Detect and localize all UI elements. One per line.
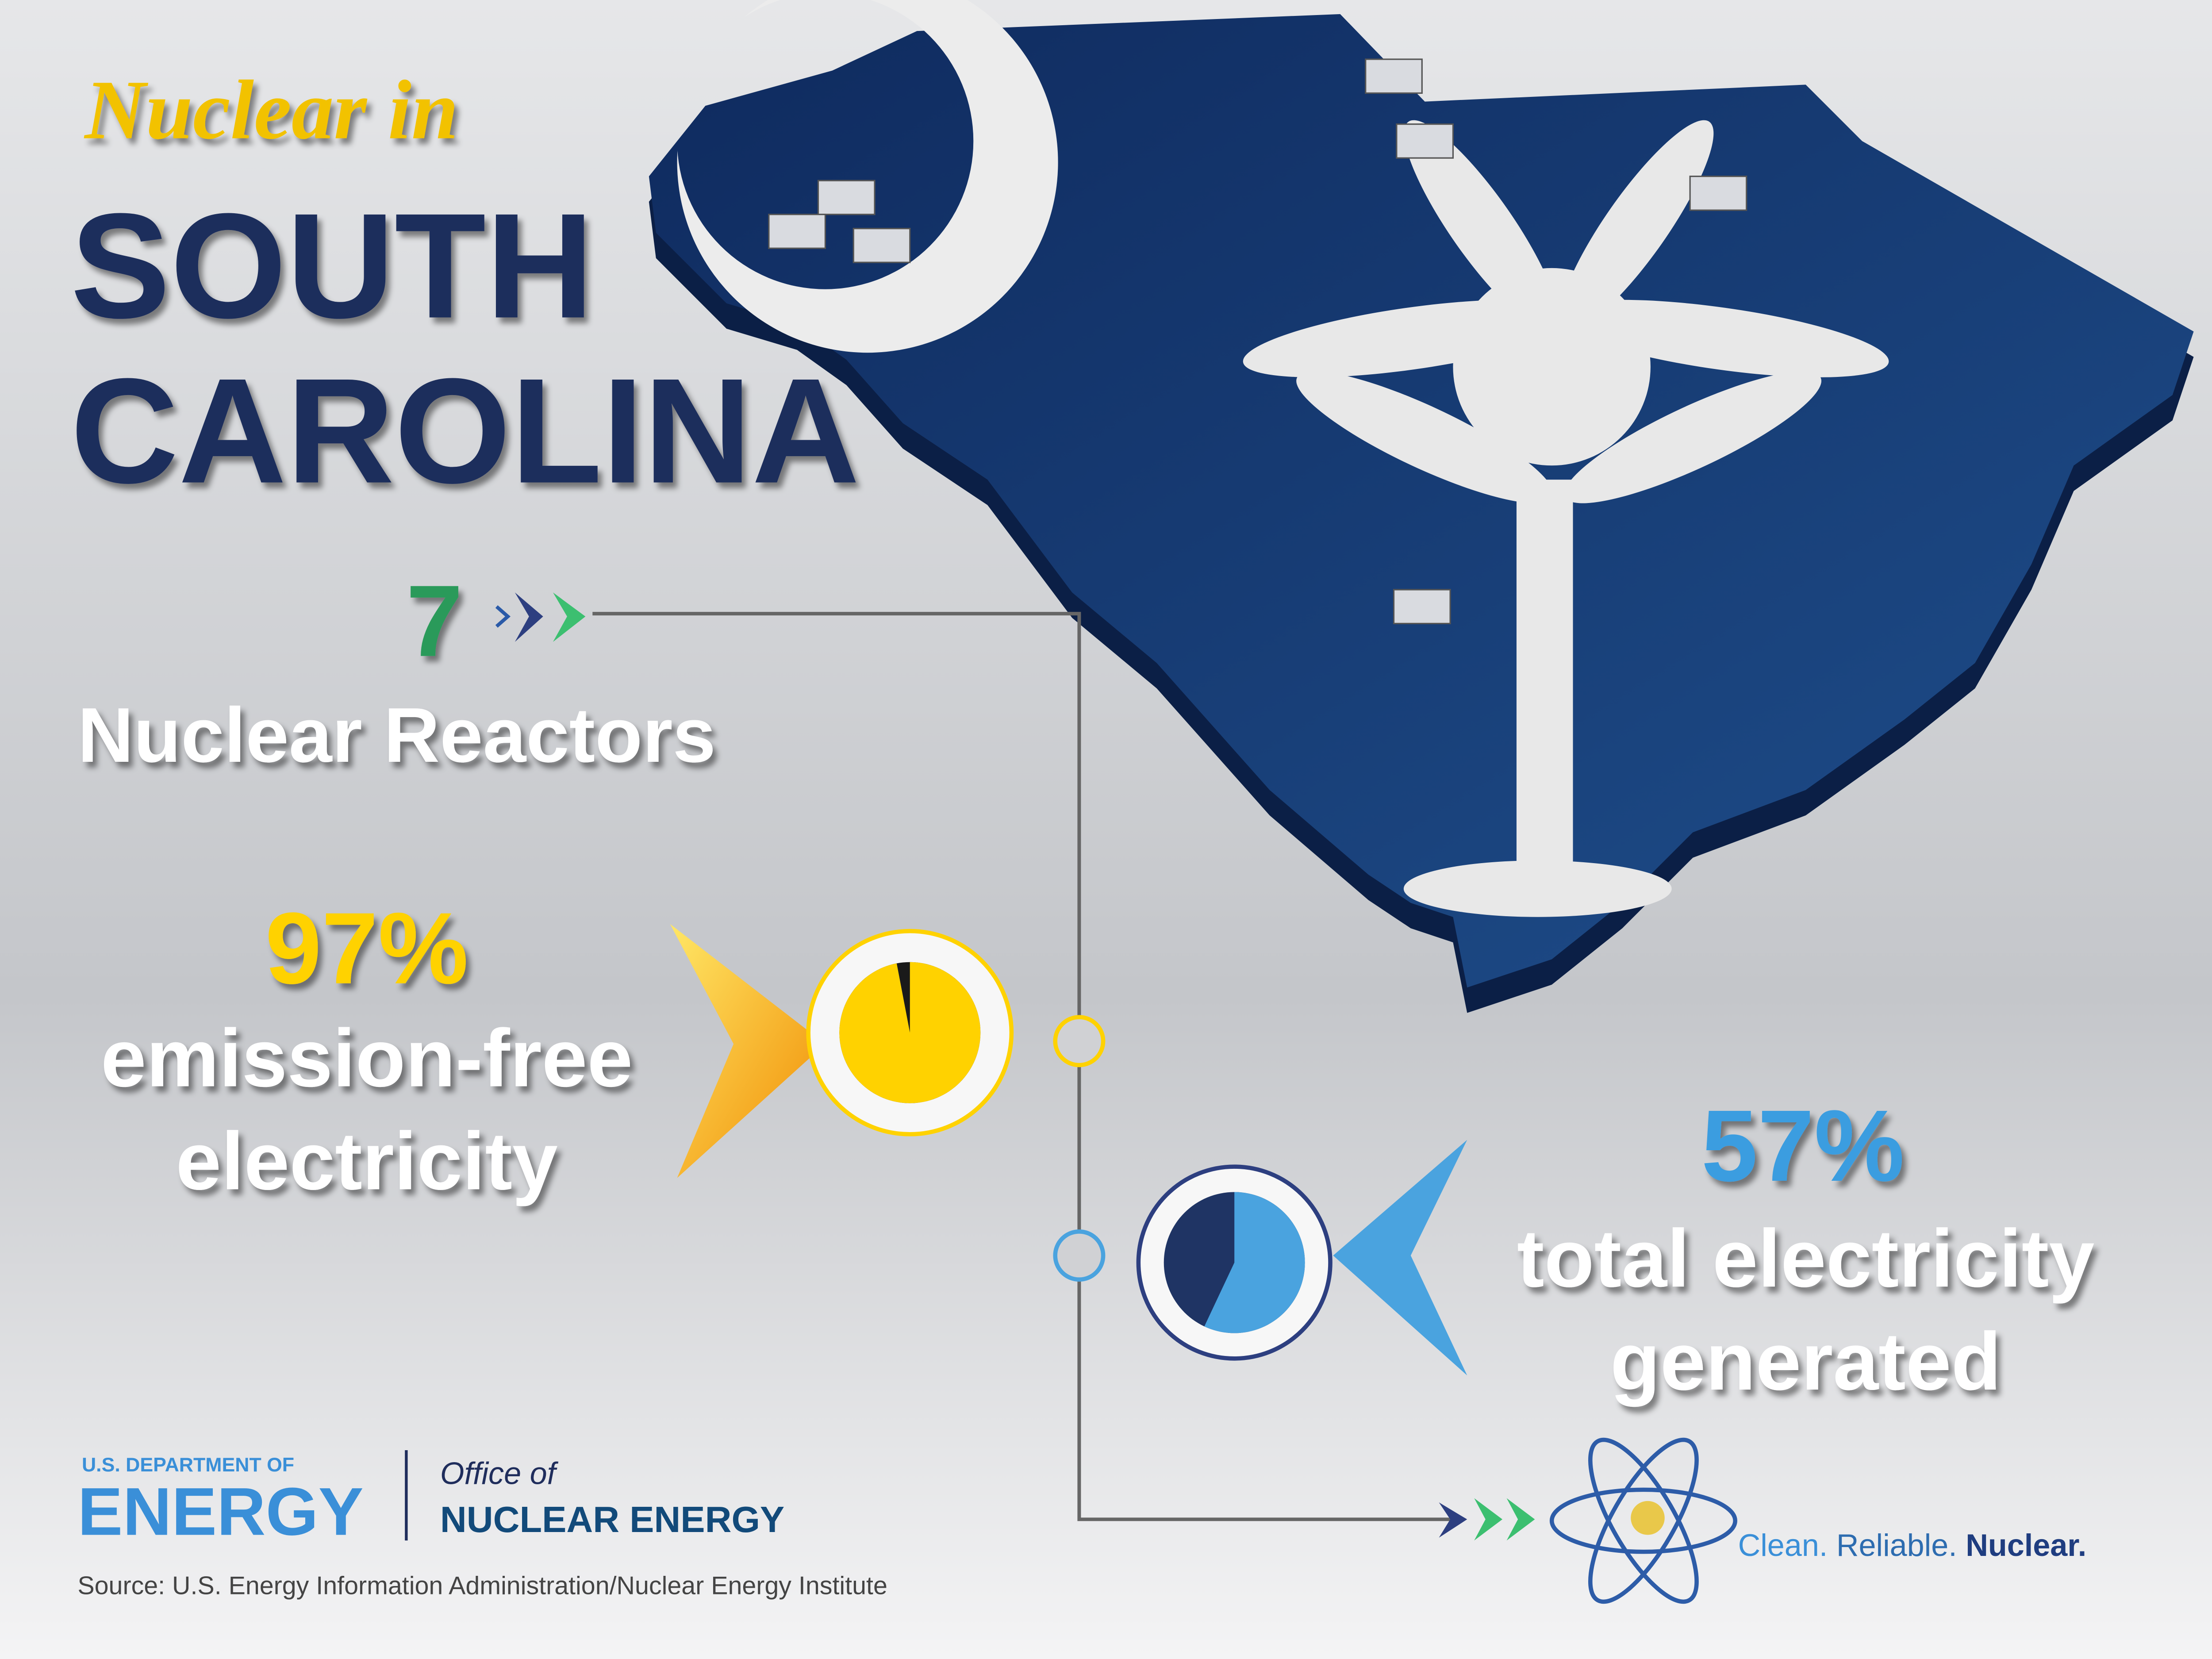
arrow [670, 924, 826, 1178]
stat-text: emission-free [101, 1013, 633, 1104]
pie-slice [839, 962, 981, 1103]
title: CAROLINA [70, 347, 860, 515]
title: SOUTH [70, 182, 594, 349]
stat-value: 97% [265, 891, 469, 1005]
stat-text: Nuclear Reactors [77, 692, 716, 779]
stat-text: generated [1610, 1316, 2001, 1407]
agency-top: U.S. DEPARTMENT OF [82, 1454, 294, 1476]
office: NUCLEAR ENERGY [440, 1499, 784, 1540]
state-map [649, 0, 2194, 1013]
pie-chart [1136, 1164, 1333, 1361]
arrow [1333, 1140, 1467, 1376]
tagline-word: Clean. [1738, 1528, 1828, 1563]
pie-slice [1204, 1192, 1305, 1333]
agency: ENERGY [77, 1474, 363, 1549]
kicker: Nuclear in [84, 64, 458, 157]
stat-text: total electricity [1517, 1213, 2094, 1304]
atom-logo [1549, 1437, 1737, 1604]
stat-value: 57% [1701, 1089, 1905, 1202]
tagline-word: Nuclear. [1966, 1528, 2086, 1563]
reactor-icons [768, 58, 1747, 625]
tagline: Clean. Reliable. Nuclear. [1738, 1528, 2087, 1563]
tagline-word: Reliable. [1836, 1528, 1957, 1563]
office-top: Office of [440, 1456, 559, 1491]
stat-value: 7 [406, 564, 463, 678]
stat-text: electricity [176, 1116, 558, 1207]
connectors [495, 592, 1535, 1541]
source: Source: U.S. Energy Information Administ… [77, 1571, 887, 1600]
pie-chart [806, 929, 1014, 1137]
